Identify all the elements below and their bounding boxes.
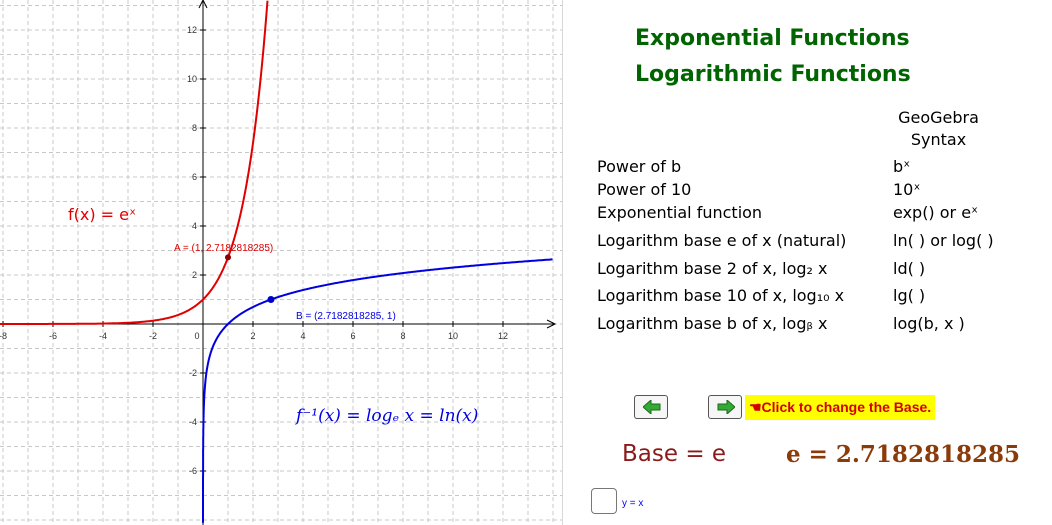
- finv-label: f⁻¹(x) = logₑ x = ln(x): [294, 406, 478, 426]
- y-tick-label: -2: [189, 368, 197, 378]
- x-tick-label: -2: [149, 331, 157, 341]
- row-syntax: bˣ: [893, 157, 911, 176]
- e-value: e = 2.7182818285: [786, 441, 1020, 468]
- row-syntax: 10ˣ: [893, 180, 921, 199]
- x-tick-label: 10: [448, 331, 458, 341]
- row-label: Logarithm base e of x (natural): [597, 231, 847, 250]
- y-axis-arrow: [198, 0, 208, 9]
- y-tick-label: 12: [187, 25, 197, 35]
- info-panel: Exponential Functions Logarithmic Functi…: [563, 0, 1052, 525]
- checkbox-label: y = x: [622, 498, 644, 509]
- row-label: Logarithm base b of x, logᵦ x: [597, 314, 828, 333]
- f-label: f(x) = eˣ: [68, 205, 136, 224]
- next-base-button[interactable]: [708, 395, 742, 419]
- base-label: Base = e: [622, 441, 727, 467]
- x-axis-arrow: [546, 319, 557, 329]
- point-b: [267, 296, 275, 303]
- y-tick-label: 8: [192, 123, 197, 133]
- x-tick-label: 2: [250, 331, 255, 341]
- row-syntax: log(b, x ): [893, 314, 965, 333]
- row-syntax: exp() or eˣ: [893, 203, 979, 222]
- row-syntax: lg( ): [893, 286, 926, 305]
- point-b-label: B = (2.7182818285, 1): [296, 311, 396, 322]
- x-tick-label: 0: [194, 331, 199, 341]
- x-tick-label: 4: [300, 331, 305, 341]
- row-label: Exponential function: [597, 203, 763, 222]
- y-tick-label: 10: [187, 74, 197, 84]
- ln-curve: [202, 258, 553, 523]
- arrow-right-icon: [717, 400, 735, 414]
- point-a: [225, 254, 231, 261]
- prev-base-button[interactable]: [634, 395, 668, 419]
- y-tick-label: -4: [189, 417, 197, 427]
- y-tick-label: -6: [189, 466, 197, 476]
- change-base-note: ☚Click to change the Base.: [745, 395, 936, 420]
- row-label: Logarithm base 10 of x, log₁₀ x: [597, 286, 845, 305]
- title-exponential: Exponential Functions: [635, 26, 910, 51]
- row-label: Power of 10: [597, 180, 692, 199]
- panel-divider: [562, 0, 563, 525]
- x-tick-label: -8: [0, 331, 7, 341]
- x-tick-label: 8: [400, 331, 405, 341]
- row-label: Power of b: [597, 157, 682, 176]
- arrow-left-icon: [643, 400, 661, 414]
- row-syntax: ln( ) or log( ): [893, 231, 994, 250]
- y-tick-label: 2: [192, 270, 197, 280]
- title-logarithmic: Logarithmic Functions: [635, 62, 911, 87]
- syntax-header-line1: GeoGebra: [898, 108, 979, 127]
- y-tick-label: 4: [192, 221, 197, 231]
- syntax-header: GeoGebra Syntax: [896, 107, 981, 151]
- x-tick-label: -6: [49, 331, 57, 341]
- x-tick-label: -4: [99, 331, 107, 341]
- graph-view[interactable]: -8 -6 -4 -2 0 2 4 6 8 10 12 -6 -4 -2 2 4 6 8 10 12 A = (1, 2…: [0, 0, 562, 525]
- row-label: Logarithm base 2 of x, log₂ x: [597, 259, 828, 278]
- exp-curve: [0, 0, 269, 325]
- show-y-equals-x-checkbox[interactable]: [591, 488, 617, 514]
- point-a-label: A = (1, 2.7182818285): [174, 243, 273, 254]
- row-syntax: ld( ): [893, 259, 926, 278]
- x-tick-label: 6: [350, 331, 355, 341]
- y-tick-label: 6: [192, 172, 197, 182]
- syntax-header-line2: Syntax: [910, 130, 967, 149]
- x-tick-label: 12: [498, 331, 508, 341]
